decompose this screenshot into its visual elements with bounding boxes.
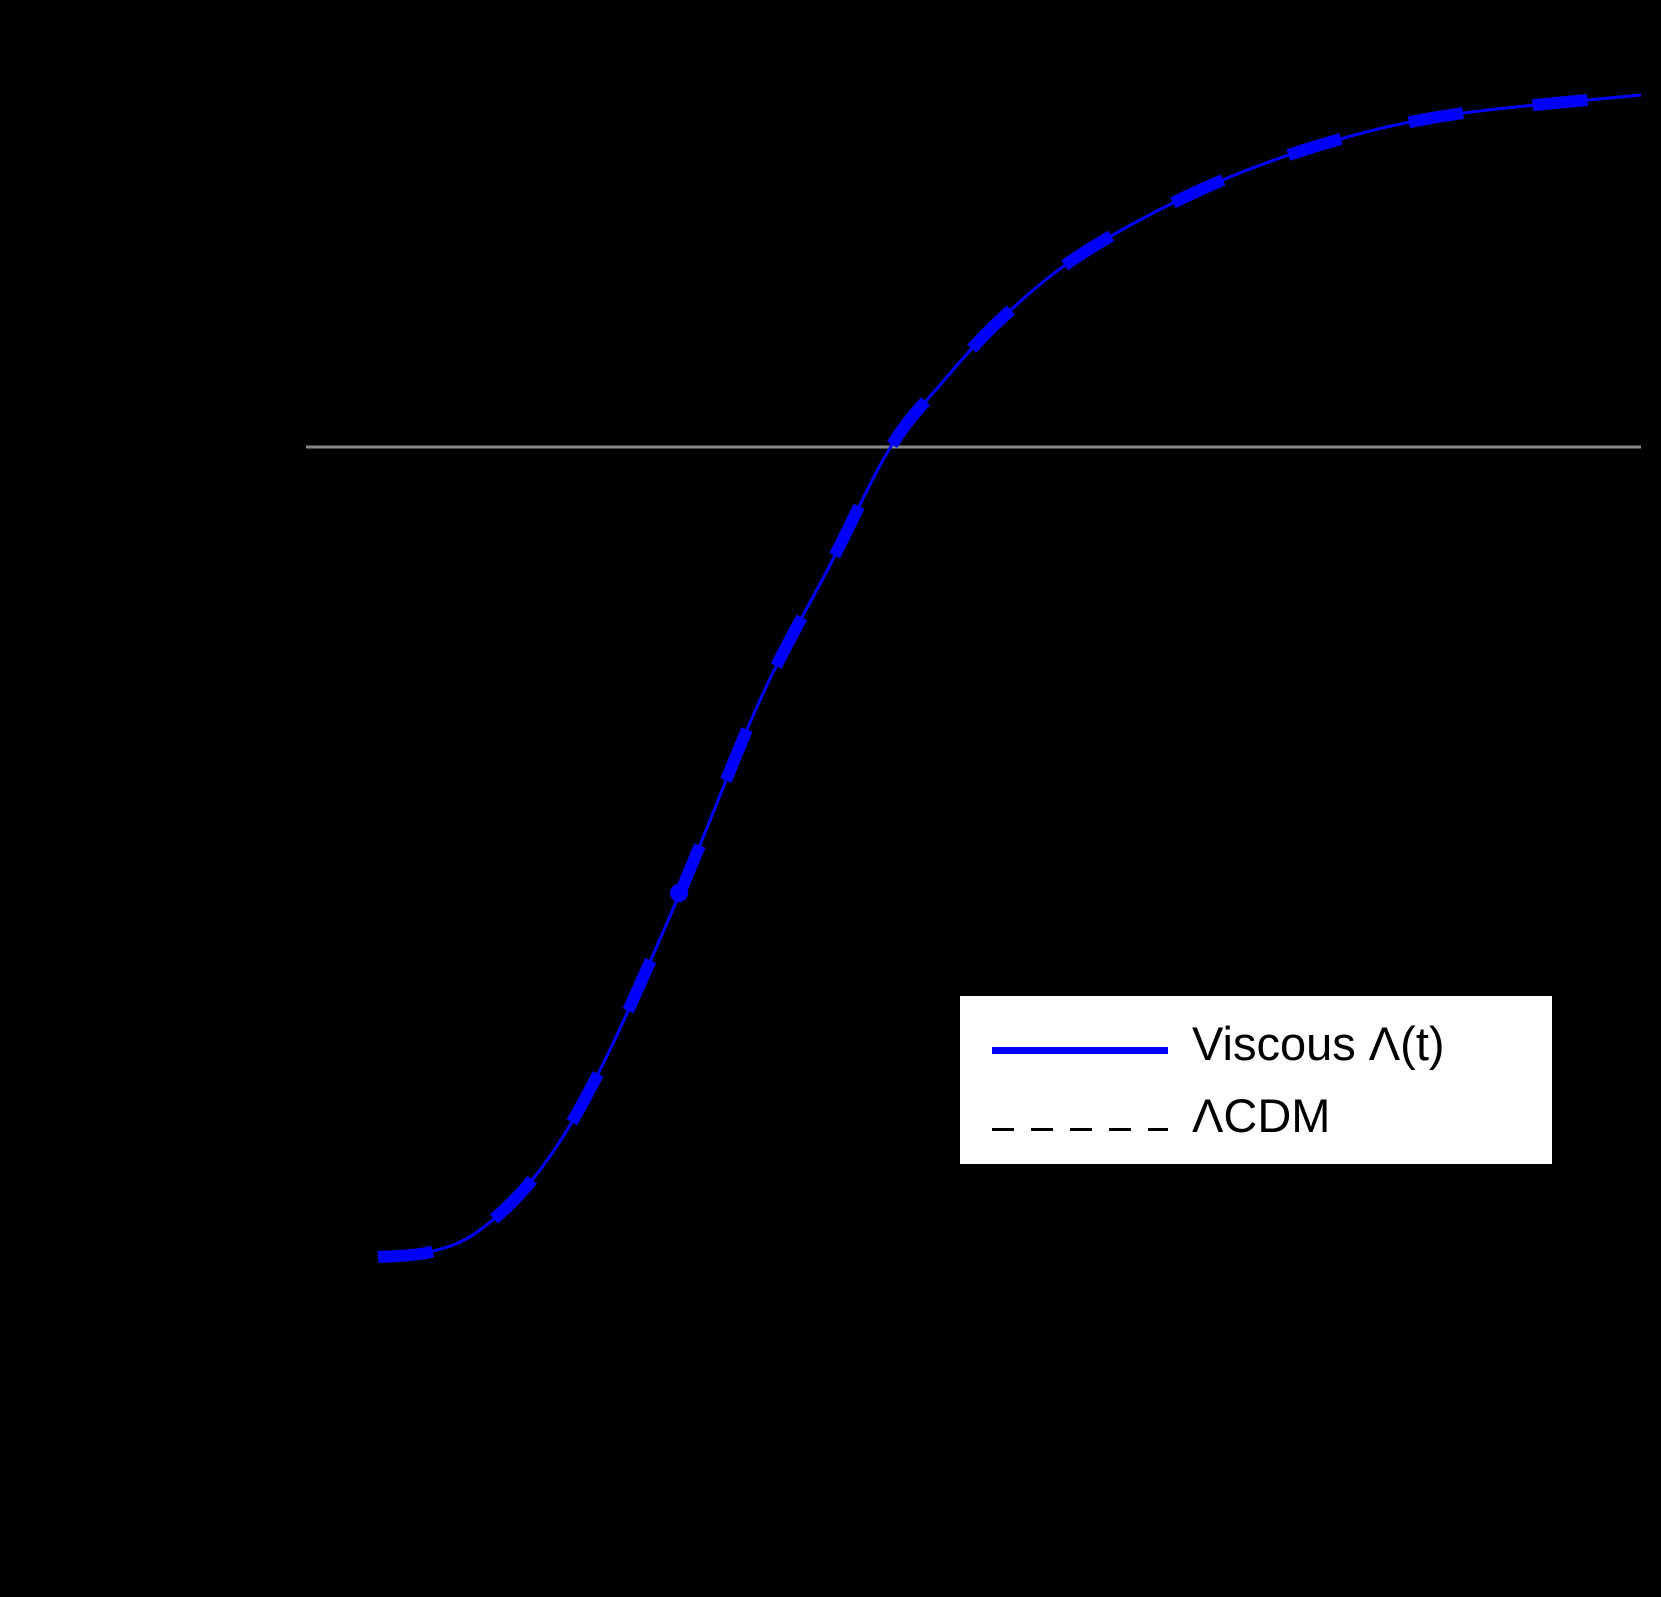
series-lcdm-line	[377, 89, 1642, 1263]
solid-line-swatch-icon	[992, 1047, 1168, 1054]
legend-label: Viscous Λ(t)	[1192, 1017, 1445, 1070]
legend: Viscous Λ(t) ΛCDM	[960, 996, 1552, 1164]
dashed-line-swatch-icon	[992, 1128, 1168, 1131]
legend-item-lcdm: ΛCDM	[960, 1086, 1552, 1146]
legend-label: ΛCDM	[1192, 1089, 1331, 1142]
legend-item-viscous: Viscous Λ(t)	[960, 1014, 1552, 1074]
data-point-marker	[670, 884, 688, 902]
